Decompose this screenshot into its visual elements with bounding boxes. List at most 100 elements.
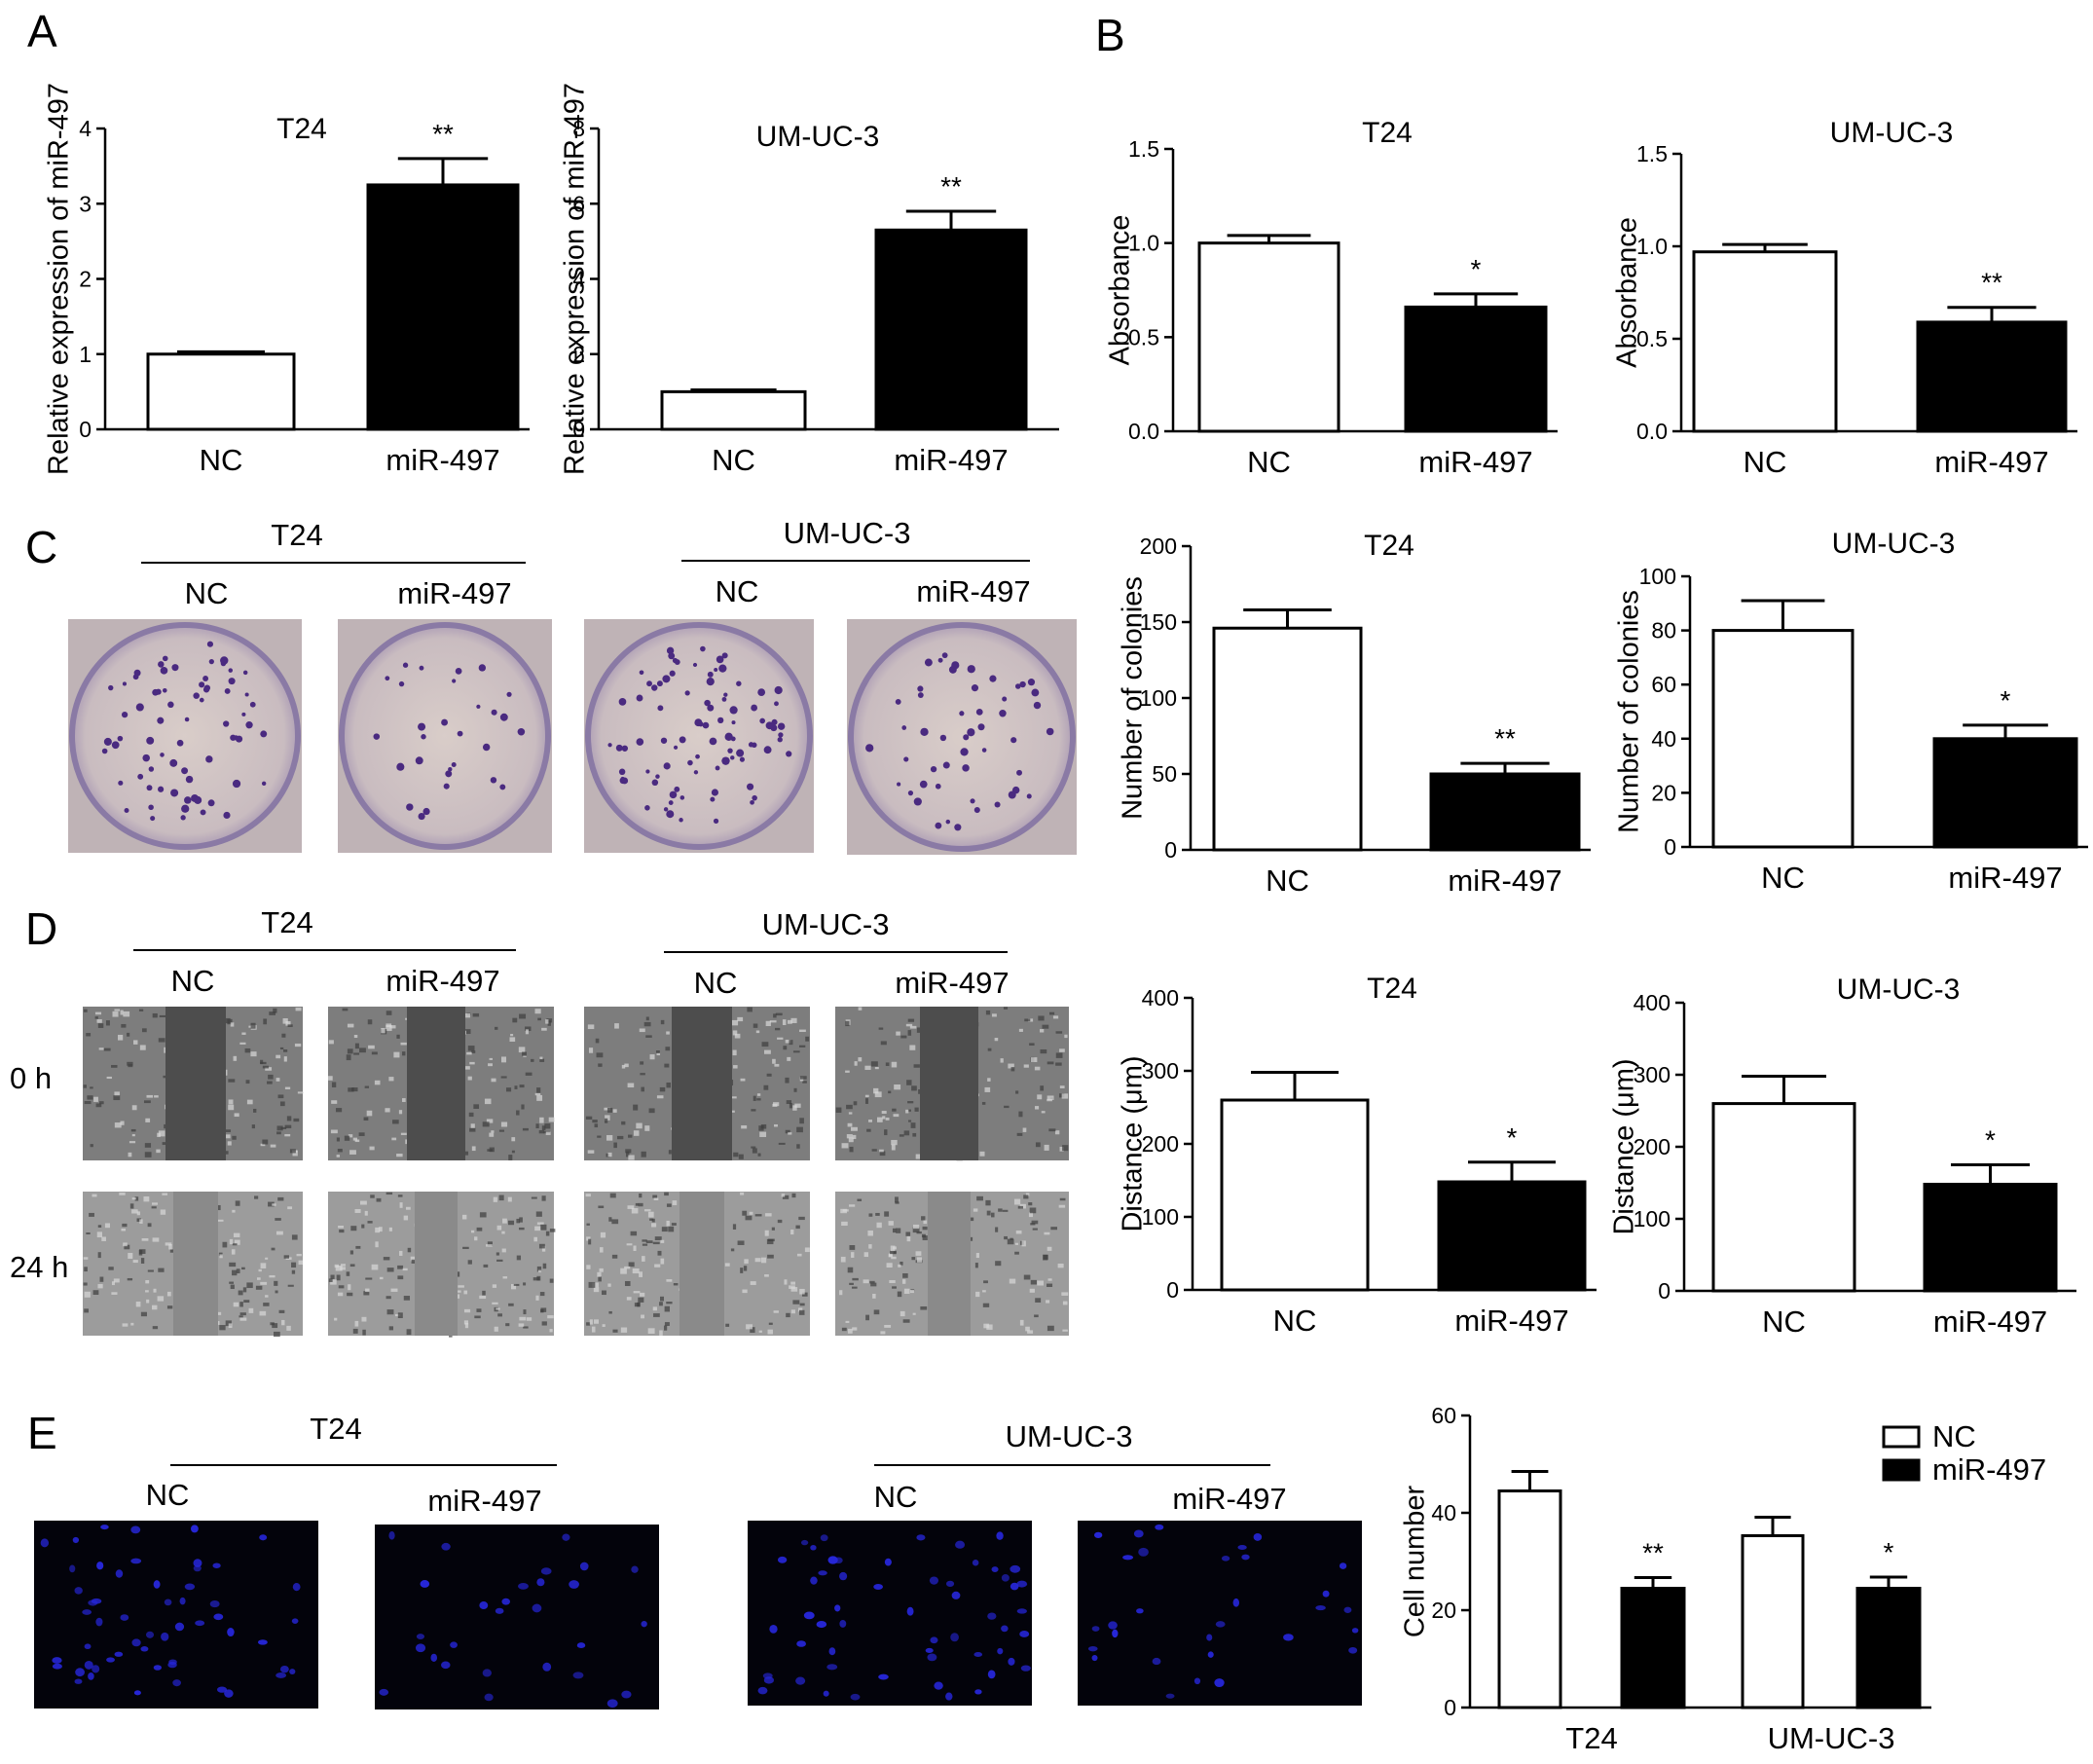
colony-dot — [694, 718, 703, 727]
panel-label-b: B — [1095, 10, 1125, 60]
cell-texture — [882, 1116, 886, 1120]
nucleus — [74, 1678, 83, 1684]
panel-label-a: A — [27, 6, 57, 56]
cell-texture — [912, 1224, 920, 1230]
cell-texture — [545, 1019, 549, 1024]
colony-dot — [666, 810, 675, 819]
cell-texture — [510, 1034, 514, 1037]
colony-dot — [202, 676, 209, 681]
cell-texture — [640, 1292, 645, 1297]
cell-texture — [611, 1254, 618, 1259]
cell-texture — [351, 1087, 358, 1092]
cell-texture — [911, 1257, 916, 1261]
cell-texture — [268, 1074, 274, 1080]
cell-texture — [463, 1290, 468, 1295]
cell-texture — [624, 1266, 631, 1269]
cell-texture — [363, 1117, 369, 1121]
cell-texture — [659, 1302, 663, 1306]
cell-texture — [586, 1223, 590, 1226]
cell-texture — [733, 1152, 739, 1158]
cell-texture — [519, 1217, 523, 1223]
colony-dot — [207, 799, 215, 807]
cell-texture — [668, 1150, 672, 1155]
colony-dot — [693, 770, 699, 775]
wound-gap — [679, 1192, 724, 1336]
cell-texture — [1061, 1093, 1069, 1099]
cell-texture — [868, 1213, 873, 1217]
cell-texture — [145, 1290, 149, 1293]
cell-texture — [350, 1226, 357, 1231]
cell-texture — [880, 1041, 887, 1046]
colony-dot — [607, 743, 612, 748]
cell-texture — [397, 1194, 403, 1197]
cell-texture — [269, 1011, 276, 1015]
cell-texture — [508, 1303, 514, 1306]
cell-texture — [545, 1131, 551, 1135]
nucleus — [1343, 1606, 1352, 1613]
cell-texture — [469, 1127, 476, 1132]
c-label-mir-2: miR-497 — [916, 574, 1030, 608]
cell-texture — [505, 1323, 510, 1327]
cell-texture — [538, 1243, 545, 1249]
cell-texture — [358, 1132, 365, 1136]
colony-dot — [146, 785, 153, 791]
cell-texture — [767, 1254, 774, 1259]
cell-texture — [841, 1221, 848, 1227]
cell-texture — [99, 1101, 104, 1105]
cell-texture — [291, 1262, 297, 1268]
cell-texture — [123, 1011, 130, 1017]
cell-texture — [463, 1320, 469, 1325]
nucleus — [130, 1558, 142, 1564]
cell-texture — [245, 1080, 250, 1084]
cell-texture — [411, 1259, 417, 1264]
cell-texture — [396, 1153, 403, 1158]
cell-texture — [633, 1104, 639, 1111]
cell-texture — [522, 1051, 527, 1056]
colony-dot — [715, 765, 720, 771]
cell-texture — [467, 1076, 472, 1081]
colony-dot — [711, 789, 719, 796]
cell-texture — [330, 1279, 337, 1285]
cell-texture — [397, 1275, 404, 1280]
y-tick-label: 100 — [1142, 1204, 1179, 1230]
cell-texture — [548, 1117, 555, 1122]
d-label-nc-1: NC — [171, 964, 215, 998]
cell-texture — [348, 1134, 353, 1138]
cell-texture — [277, 1094, 284, 1099]
cell-texture — [131, 1105, 137, 1111]
cell-texture — [96, 1019, 102, 1023]
cell-texture — [151, 1202, 159, 1205]
colony-dot — [228, 668, 234, 673]
x-tick-label: miR-497 — [1934, 445, 2048, 479]
cell-texture — [541, 1195, 546, 1201]
y-tick-label: 50 — [1152, 761, 1177, 787]
colony-dot — [1016, 769, 1022, 776]
cell-texture — [1000, 1058, 1004, 1063]
cell-texture — [97, 1023, 104, 1028]
cell-texture — [335, 1266, 343, 1271]
cell-texture — [906, 1235, 911, 1242]
cell-texture — [857, 1198, 863, 1201]
cell-texture — [484, 1098, 492, 1105]
c-label-nc-2: NC — [716, 574, 759, 608]
cell-texture — [216, 1311, 222, 1315]
wound-gap — [928, 1192, 971, 1336]
cell-texture — [276, 1125, 283, 1131]
cell-texture — [131, 1209, 138, 1214]
colony-dot — [679, 736, 686, 744]
cell-texture — [1010, 1237, 1013, 1240]
cell-texture — [368, 1045, 375, 1049]
cell-texture — [845, 1070, 850, 1073]
wound-gap — [407, 1007, 465, 1160]
cell-texture — [639, 1271, 643, 1277]
fluor-background — [1078, 1521, 1362, 1706]
cell-texture — [348, 1087, 354, 1092]
cell-texture — [866, 1128, 871, 1132]
cell-texture — [134, 1196, 139, 1201]
cell-texture — [287, 1284, 294, 1287]
y-tick-label: 200 — [1140, 533, 1177, 559]
cell-texture — [352, 1328, 358, 1334]
cell-texture — [464, 1066, 470, 1070]
nucleus — [72, 1536, 80, 1544]
colony-plate — [338, 619, 552, 853]
